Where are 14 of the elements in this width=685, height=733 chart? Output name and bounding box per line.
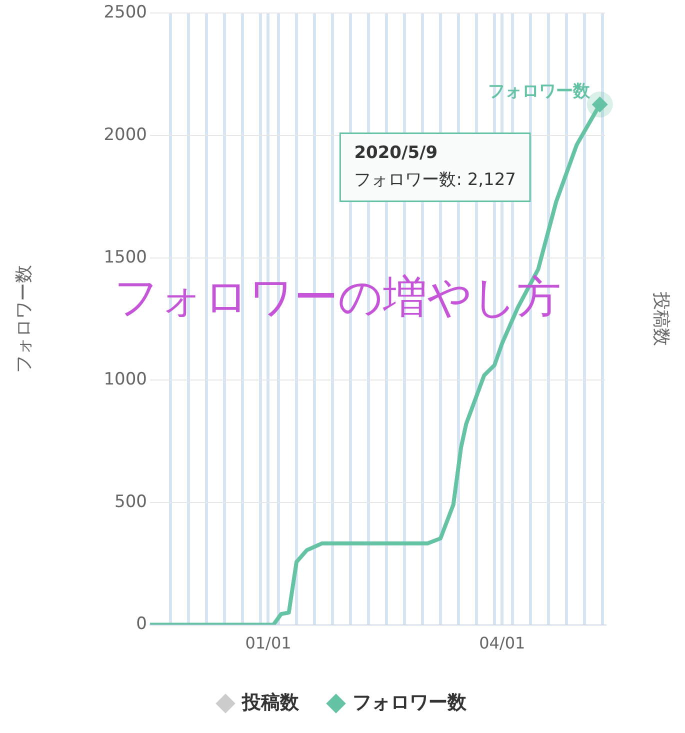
x-tick-label: 04/01 (479, 634, 526, 653)
y-tick-label: 2000 (104, 124, 147, 145)
annotation: 2020/5/9 フォロワー数: 2,127 (354, 143, 516, 190)
x-tick-label: 01/01 (245, 634, 292, 653)
text: フォロワー数 (488, 81, 590, 102)
legend-label: 投稿数 (241, 691, 300, 714)
y-tick-label: 0 (136, 614, 147, 634)
y-tick-label: 1500 (104, 247, 147, 268)
y-tick-label: 1000 (104, 370, 147, 390)
legend-label: フォロワー数 (352, 691, 468, 714)
y-axis-title: フォロワー数 (13, 265, 34, 373)
y-tick-label: 500 (114, 492, 147, 512)
y-tick-label: 2500 (104, 2, 147, 23)
y2-axis-title: 投稿数 (650, 291, 672, 346)
